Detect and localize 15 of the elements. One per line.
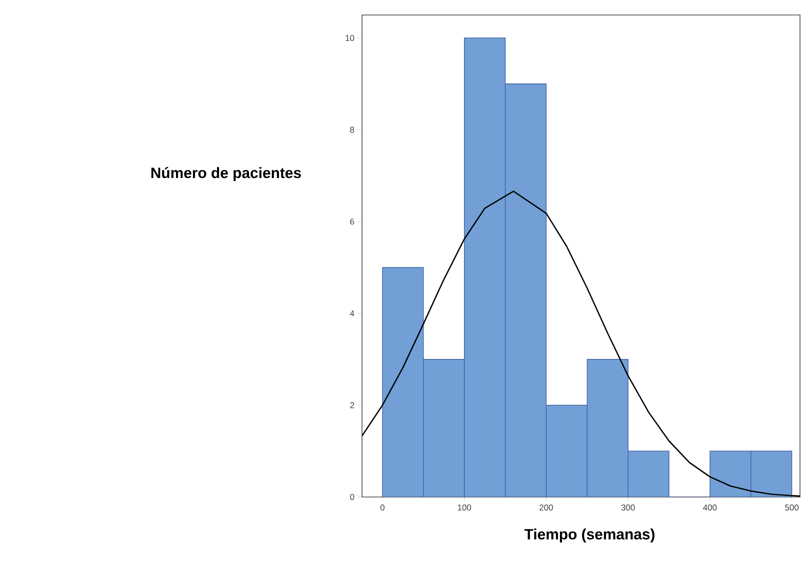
x-tick-label: 400 (703, 504, 717, 511)
y-tick-label: 8 (350, 126, 354, 133)
y-tick-label: 4 (350, 310, 354, 316)
line-series (362, 190, 800, 497)
x-tick-label: 300 (621, 504, 635, 511)
y-tick-label: 10 (346, 34, 354, 41)
x-tick-label: 200 (540, 504, 553, 511)
x-tick-label: 0 (380, 504, 384, 511)
x-axis-title: Tiempo (semanas) (524, 528, 654, 542)
x-tick-label: 500 (785, 504, 799, 511)
y-tick-label: 0 (350, 494, 354, 500)
y-axis-title: Número de pacientes (151, 167, 301, 182)
y-tick-label: 6 (350, 218, 354, 225)
y-tick-label: 2 (350, 402, 354, 408)
x-tick-label: 100 (458, 504, 472, 511)
